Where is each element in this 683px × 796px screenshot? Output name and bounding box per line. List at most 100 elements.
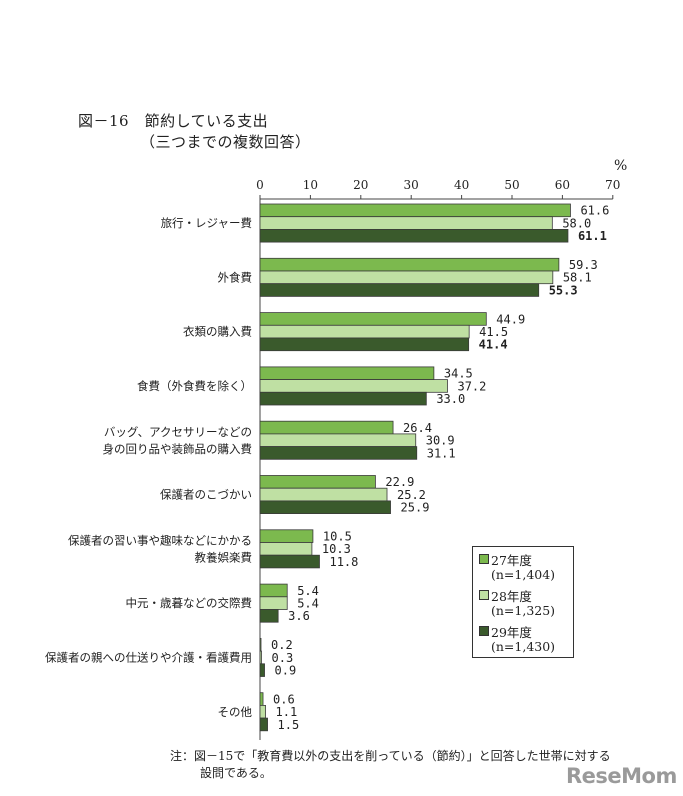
category-label-9-0: その他	[218, 705, 253, 719]
category-label-4-1: 身の回り品や装飾品の購入費	[103, 442, 253, 456]
data-label-29年度-5: 25.9	[401, 501, 430, 515]
bar-29年度-3	[259, 391, 427, 406]
bar-28年度-9	[259, 705, 266, 719]
bar-27年度-6	[259, 529, 314, 543]
bar-28年度-8	[259, 650, 262, 665]
footnote-line1: 注：図－15で「教育費以外の支出を削っている（節約）」と回答した世帯に対する	[170, 749, 611, 763]
footnote: 注：図－15で「教育費以外の支出を削っている（節約）」と回答した世帯に対する 設…	[170, 748, 611, 782]
x-tick-label-40: 40	[454, 178, 469, 192]
data-label-29年度-1: 55.3	[549, 283, 578, 297]
legend-name-28: 28年度	[491, 589, 532, 604]
data-label-27年度-5: 22.9	[385, 475, 414, 489]
data-label-27年度-3: 34.5	[444, 367, 473, 381]
data-label-27年度-1: 59.3	[569, 258, 598, 272]
data-label-28年度-8: 0.3	[272, 651, 294, 665]
data-label-29年度-2: 41.4	[479, 338, 508, 352]
bar-28年度-3	[259, 379, 448, 393]
unit-label: %	[614, 158, 628, 174]
data-label-28年度-2: 41.5	[479, 325, 508, 339]
bar-27年度-4	[259, 420, 394, 435]
data-label-29年度-3: 33.0	[436, 392, 465, 406]
chart-title: 図－16 節約している支出	[78, 112, 269, 130]
data-label-27年度-6: 10.5	[323, 530, 352, 544]
bar-29年度-1	[259, 283, 540, 297]
category-label-1-0: 外食費	[218, 270, 253, 284]
data-label-28年度-3: 37.2	[457, 379, 486, 393]
data-label-29年度-8: 0.9	[275, 664, 297, 678]
bar-29年度-6	[259, 554, 320, 569]
x-tick-label-30: 30	[404, 178, 419, 192]
footnote-line2: 設問である。	[200, 766, 272, 780]
category-label-6-1: 教養娯楽費	[195, 550, 253, 564]
resemom-logo: ReseMom	[566, 764, 677, 788]
bar-29年度-5	[259, 500, 391, 514]
bar-27年度-8	[259, 638, 262, 652]
data-label-27年度-4: 26.4	[403, 421, 432, 435]
data-label-27年度-0: 61.6	[580, 204, 609, 218]
legend: 27年度 (n=1,404) 28年度 (n=1,325) 29年度 (n=1,…	[472, 546, 574, 658]
bar-29年度-0	[259, 228, 569, 243]
bar-27年度-7	[259, 583, 288, 598]
legend-swatch-29	[479, 626, 489, 636]
bar-28年度-0	[259, 216, 553, 230]
legend-swatch-27	[479, 554, 489, 564]
data-label-27年度-7: 5.4	[297, 584, 319, 598]
data-label-28年度-6: 10.3	[322, 542, 351, 556]
data-label-28年度-0: 58.0	[562, 216, 591, 230]
category-label-5-0: 保護者のこづかい	[160, 488, 252, 502]
data-label-27年度-9: 0.6	[273, 692, 295, 706]
bar-28年度-5	[259, 487, 388, 502]
category-label-0-0: 旅行・レジャー費	[161, 216, 252, 230]
x-tick-label-50: 50	[504, 178, 519, 192]
legend-n-29: (n=1,430)	[491, 639, 556, 654]
data-label-28年度-7: 5.4	[297, 597, 319, 611]
data-label-28年度-1: 58.1	[563, 271, 592, 285]
bar-29年度-9	[259, 717, 268, 732]
data-label-28年度-9: 1.1	[276, 705, 298, 719]
bar-27年度-1	[259, 257, 560, 272]
x-tick-label-10: 10	[303, 178, 318, 192]
data-label-27年度-2: 44.9	[496, 312, 525, 326]
bar-28年度-6	[259, 542, 313, 556]
bar-28年度-7	[259, 596, 288, 610]
bar-27年度-0	[259, 203, 571, 218]
legend-item-27: 27年度 (n=1,404)	[479, 550, 573, 586]
bar-27年度-2	[259, 312, 487, 326]
data-label-29年度-9: 1.5	[278, 718, 300, 732]
category-label-6-0: 保護者の習い事や趣味などにかかる	[68, 533, 252, 547]
x-tick-label-60: 60	[555, 178, 570, 192]
category-label-8-0: 保護者の親への仕送りや介護・看護費用	[45, 650, 252, 664]
bar-28年度-4	[259, 433, 417, 447]
bar-28年度-2	[259, 324, 470, 339]
x-tick-label-0: 0	[256, 178, 264, 192]
legend-item-29: 29年度 (n=1,430)	[479, 622, 573, 658]
data-label-28年度-4: 30.9	[426, 434, 455, 448]
legend-name-27: 27年度	[491, 553, 532, 568]
x-tick-label-20: 20	[353, 178, 368, 192]
bar-27年度-5	[259, 475, 376, 489]
category-label-2-0: 衣類の購入費	[183, 325, 252, 339]
data-label-27年度-8: 0.2	[271, 638, 293, 652]
data-label-28年度-5: 25.2	[397, 488, 426, 502]
legend-swatch-28	[479, 590, 489, 600]
bar-29年度-7	[259, 609, 279, 623]
data-label-29年度-0: 61.1	[578, 229, 607, 243]
category-label-7-0: 中元・歳暮などの交際費	[126, 596, 253, 610]
bar-29年度-2	[259, 337, 470, 352]
bar-27年度-3	[259, 366, 435, 380]
legend-n-27: (n=1,404)	[491, 567, 556, 582]
chart-subtitle: （三つまでの複数回答）	[140, 133, 311, 151]
bar-28年度-1	[259, 270, 554, 285]
legend-name-29: 29年度	[491, 625, 532, 640]
bar-27年度-9	[259, 692, 264, 706]
legend-item-28: 28年度 (n=1,325)	[479, 586, 573, 622]
bar-29年度-8	[259, 663, 265, 677]
bar-29年度-4	[259, 446, 418, 460]
legend-n-28: (n=1,325)	[491, 603, 556, 618]
data-label-29年度-4: 31.1	[427, 446, 456, 460]
x-tick-label-70: 70	[605, 178, 620, 192]
data-label-29年度-7: 3.6	[288, 609, 310, 623]
category-label-3-0: 食費（外食費を除く）	[137, 379, 252, 393]
data-label-29年度-6: 11.8	[329, 555, 358, 569]
